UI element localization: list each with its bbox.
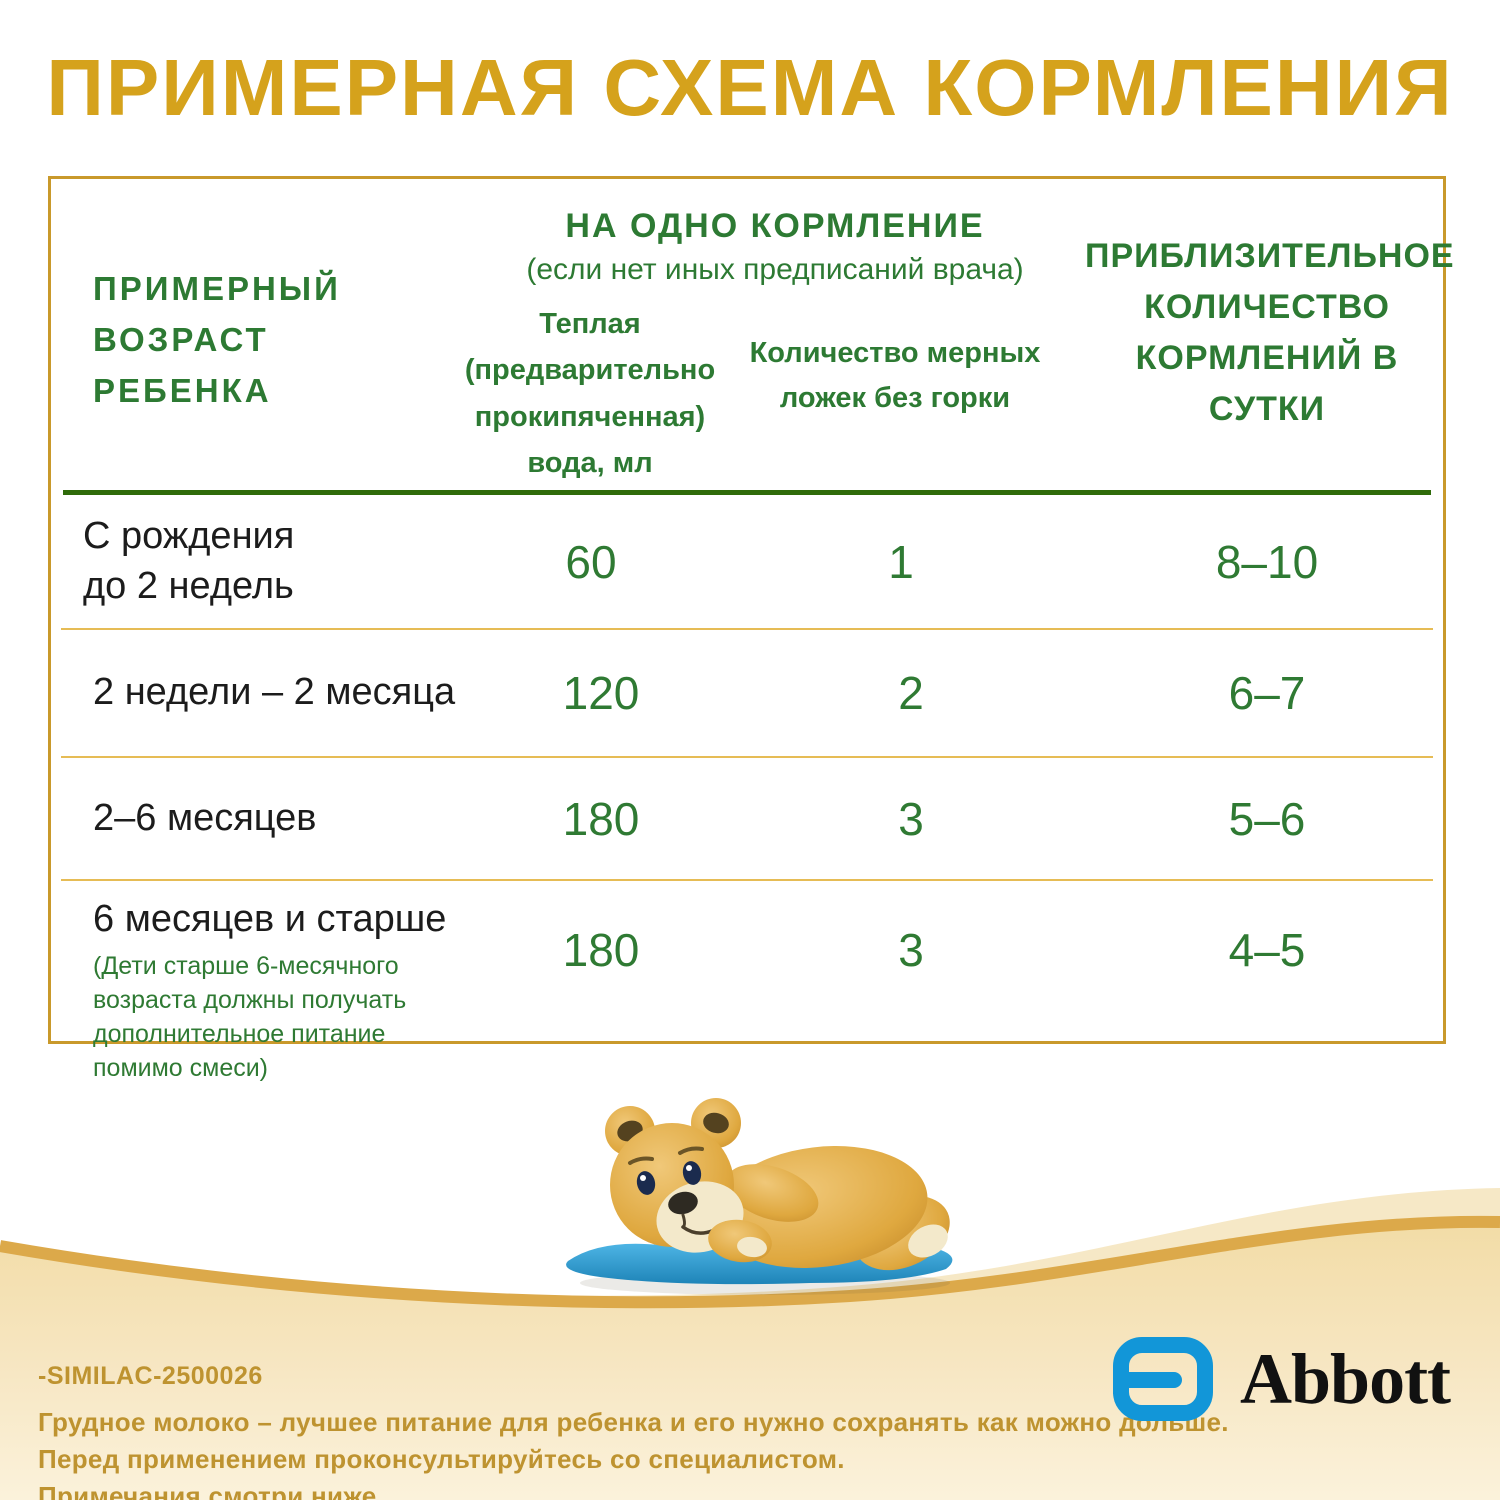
- table-row: 2–6 месяцев 180 3 5–6: [61, 756, 1433, 879]
- age-line: 6 месяцев и старше: [93, 898, 447, 940]
- age-cell: 6 месяцев и старше (Дети старше 6-месячн…: [61, 895, 481, 1085]
- water-value: 180: [562, 792, 640, 845]
- product-code: -SIMILAC-2500026: [38, 1362, 263, 1390]
- table-row: 6 месяцев и старше (Дети старше 6-месячн…: [61, 879, 1433, 1082]
- teddy-bear-illustration: [566, 1098, 953, 1295]
- footer-disclaimer: Грудное молоко – лучшее питание для ребе…: [38, 1404, 1229, 1500]
- per-feeding-group-subheader: (если нет иных предписаний врача): [526, 253, 1024, 286]
- abbott-logo: Abbott: [1112, 1336, 1451, 1422]
- age-column-header: ПРИМЕРНЫЙ ВОЗРАСТ РЕБЕНКА: [93, 270, 341, 410]
- water-column-header: Теплая (предварительно прокипяченная) во…: [464, 308, 716, 480]
- age-cell: 2 недели – 2 месяца: [93, 671, 456, 714]
- age-line: С рождения: [83, 515, 295, 558]
- age-cell: 2–6 месяцев: [93, 796, 317, 839]
- scoops-value: 3: [898, 924, 924, 976]
- age-cell: С рождения до 2 недель: [51, 512, 471, 611]
- feeding-table: ПРИМЕРНЫЙ ВОЗРАСТ РЕБЕНКА НА ОДНО КОРМЛЕ…: [48, 176, 1454, 1082]
- water-value: 180: [562, 924, 640, 976]
- water-value: 60: [565, 535, 617, 588]
- disclaimer-line: Примечания смотри ниже.: [38, 1480, 385, 1500]
- per-feeding-group-header: НА ОДНО КОРМЛЕНИЕ: [565, 207, 985, 245]
- table-row: С рождения до 2 недель 60 1 8–10: [51, 495, 1443, 628]
- disclaimer-line: Грудное молоко – лучшее питание для ребе…: [38, 1407, 1229, 1437]
- scoops-value: 1: [888, 535, 914, 588]
- feedings-value: 5–6: [1228, 792, 1306, 845]
- water-value: 120: [562, 667, 640, 719]
- table-header: ПРИМЕРНЫЙ ВОЗРАСТ РЕБЕНКА НА ОДНО КОРМЛЕ…: [51, 179, 1454, 490]
- page-title: ПРИМЕРНАЯ СХЕМА КОРМЛЕНИЯ: [46, 43, 1454, 132]
- feedings-value: 6–7: [1228, 667, 1306, 719]
- scoops-value: 2: [898, 667, 924, 719]
- feedings-value: 8–10: [1215, 535, 1319, 588]
- abbott-wordmark: Abbott: [1240, 1339, 1451, 1419]
- feedings-value: 4–5: [1228, 924, 1306, 976]
- disclaimer-line: Перед применением проконсультируйтесь со…: [38, 1443, 845, 1474]
- feedings-column-header: ПРИБЛИЗИТЕЛЬНОЕ КОЛИЧЕСТВО КОРМЛЕНИЙ В С…: [1085, 237, 1455, 428]
- table-row: 2 недели – 2 месяца 120 2 6–7: [61, 628, 1433, 756]
- age-note: (Дети старше 6-месячного возраста должны…: [93, 952, 407, 1082]
- scoops-value: 3: [898, 792, 924, 845]
- header-divider: [63, 490, 1431, 495]
- abbott-a-icon: [1113, 1337, 1213, 1421]
- age-line: до 2 недель: [83, 564, 294, 607]
- scoops-column-header: Количество мерных ложек без горки: [749, 337, 1041, 414]
- gold-wave-decoration: [0, 1188, 1500, 1500]
